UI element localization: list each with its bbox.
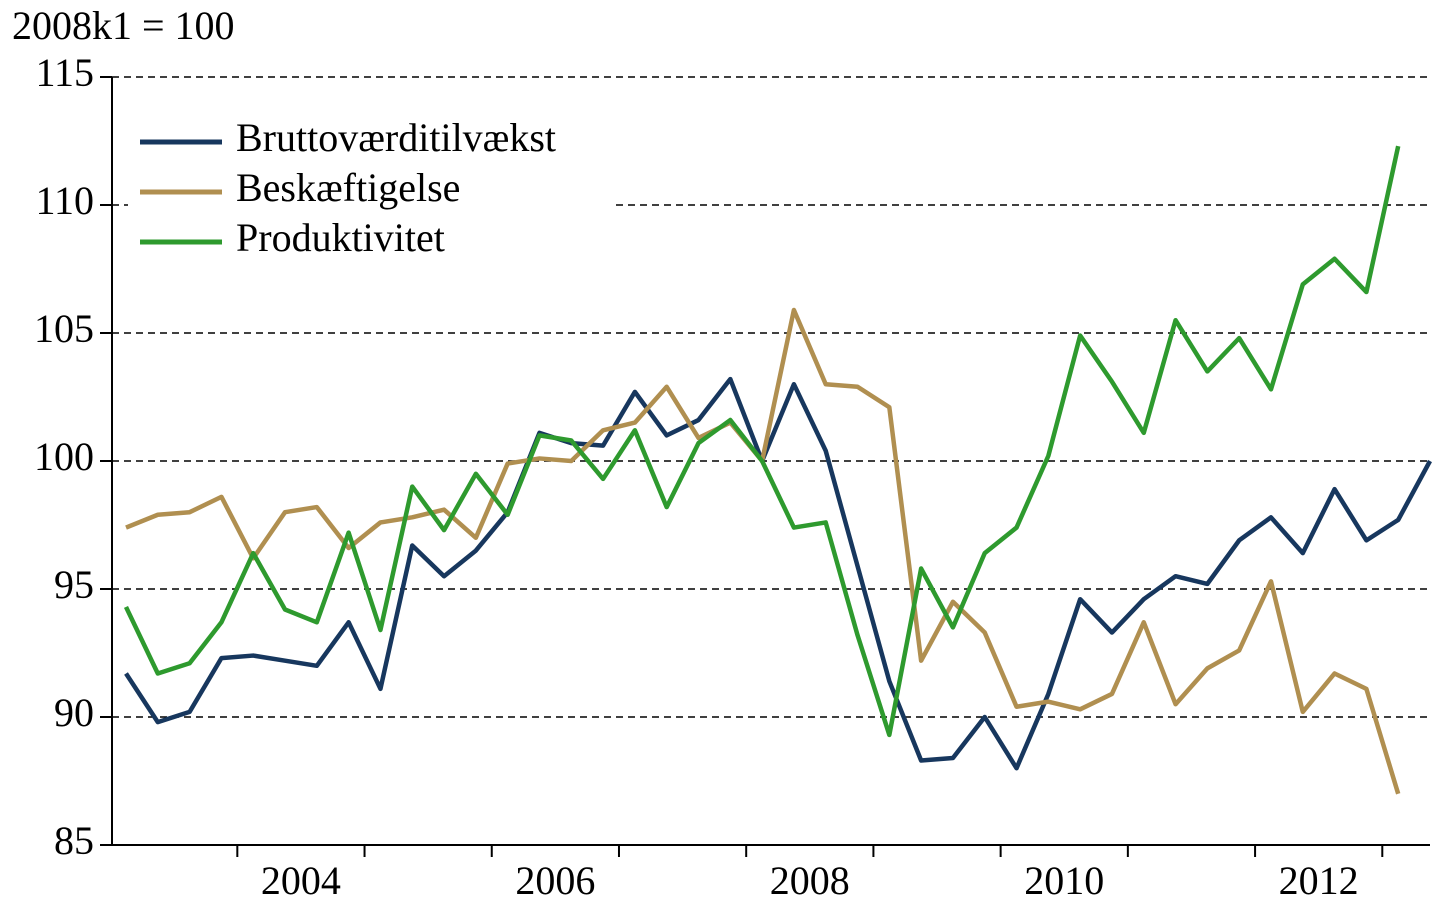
y-axis-label: 2008k1 = 100 <box>12 3 235 48</box>
y-tick-label: 115 <box>35 50 94 95</box>
y-tick-label: 95 <box>54 562 94 607</box>
legend-label: Produktivitet <box>236 215 445 260</box>
x-tick-label: 2004 <box>261 858 341 903</box>
series-line <box>123 145 1401 738</box>
series-line <box>125 307 1401 795</box>
series-line <box>124 376 1432 771</box>
legend-label: Beskæftigelse <box>236 165 460 210</box>
y-tick-label: 110 <box>35 178 94 223</box>
y-tick-label: 90 <box>54 690 94 735</box>
x-tick-label: 2006 <box>515 858 595 903</box>
x-tick-label: 2012 <box>1279 858 1359 903</box>
y-tick-label: 105 <box>34 306 94 351</box>
legend-label: Bruttoværditilvækst <box>236 115 556 160</box>
x-tick-label: 2008 <box>770 858 850 903</box>
y-tick-label: 100 <box>34 434 94 479</box>
y-tick-label: 85 <box>54 818 94 863</box>
x-tick-label: 2010 <box>1024 858 1104 903</box>
